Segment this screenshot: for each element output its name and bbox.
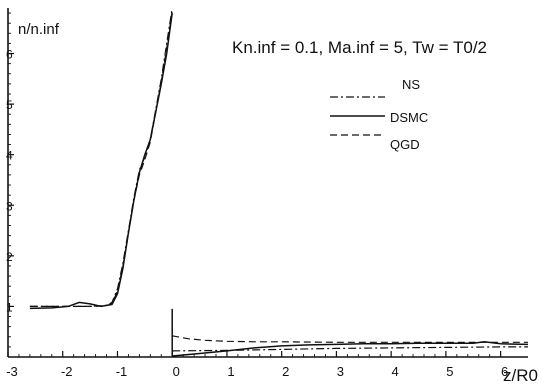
x-tick-label: 4	[392, 364, 399, 379]
y-tick-label: 5	[6, 98, 13, 112]
series-layer	[29, 7, 529, 357]
x-tick-label: -3	[6, 364, 18, 379]
series-qgd-line	[172, 335, 528, 343]
ticks: -3 -2 -1 0 1 2 3 4 5 6 1 2 3 4 5 6	[6, 12, 508, 379]
axes	[7, 8, 528, 358]
x-tick-label: 0	[173, 364, 180, 379]
chart-title: Kn.inf = 0.1, Ma.inf = 5, Tw = T0/2	[232, 38, 487, 57]
x-tick-label: -2	[61, 364, 73, 379]
y-tick-label: 4	[6, 149, 13, 163]
x-tick-label: 2	[282, 364, 289, 379]
x-axis-label: z/R0	[503, 366, 538, 385]
y-axis-label: n/n.inf	[18, 21, 60, 38]
y-tick-label: 2	[6, 250, 13, 264]
x-tick-label: 1	[227, 364, 234, 379]
series-qgd-line	[29, 10, 173, 307]
series-ns-line	[29, 7, 173, 307]
x-tick-label: -1	[116, 364, 128, 379]
x-tick-label: 5	[446, 364, 453, 379]
legend-label-ns: NS	[402, 77, 420, 92]
series-dsmc-line	[171, 308, 529, 357]
series-dsmc-line	[29, 12, 173, 310]
x-tick-label: 3	[337, 364, 344, 379]
y-tick-label: 1	[6, 300, 13, 314]
x-tick-label: 6	[501, 364, 508, 379]
legend: NS DSMC QGD	[330, 77, 428, 152]
y-tick-label: 3	[6, 199, 13, 213]
legend-label-qgd: QGD	[390, 137, 420, 152]
legend-label-dsmc: DSMC	[390, 110, 428, 125]
y-tick-label: 6	[6, 48, 13, 62]
